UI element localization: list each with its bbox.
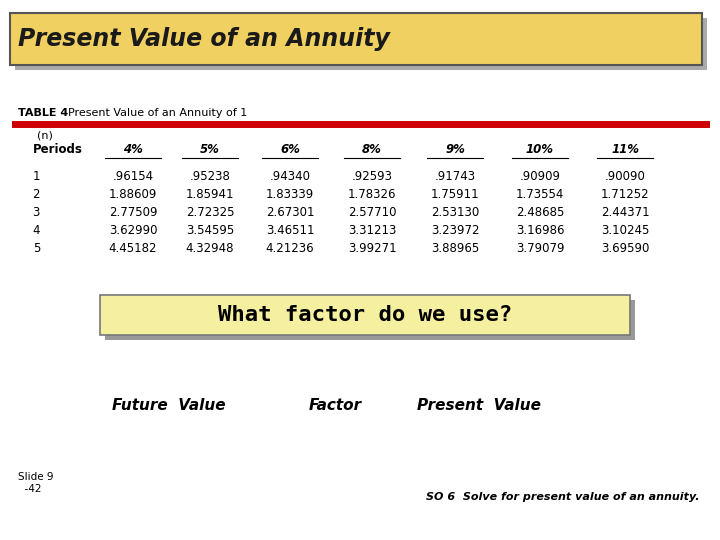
Text: Periods: Periods bbox=[33, 143, 83, 156]
Text: (n): (n) bbox=[37, 131, 53, 141]
Bar bbox=[105, 300, 635, 340]
Text: 3.10245: 3.10245 bbox=[600, 224, 649, 237]
Text: 3.54595: 3.54595 bbox=[186, 224, 234, 237]
Text: 9%: 9% bbox=[445, 143, 465, 156]
Text: 4: 4 bbox=[32, 224, 40, 237]
Text: 3.69590: 3.69590 bbox=[600, 242, 649, 255]
Text: 2: 2 bbox=[32, 188, 40, 201]
Text: 3.62990: 3.62990 bbox=[109, 224, 157, 237]
Text: 1.78326: 1.78326 bbox=[348, 188, 396, 201]
Text: 2.48685: 2.48685 bbox=[516, 206, 564, 219]
Text: 5: 5 bbox=[32, 242, 40, 255]
Text: 8%: 8% bbox=[362, 143, 382, 156]
Text: 3.79079: 3.79079 bbox=[516, 242, 564, 255]
Text: Present  Value: Present Value bbox=[417, 397, 541, 413]
Text: 2.44371: 2.44371 bbox=[600, 206, 649, 219]
Text: 4%: 4% bbox=[123, 143, 143, 156]
Text: 1.71252: 1.71252 bbox=[600, 188, 649, 201]
Text: 4.21236: 4.21236 bbox=[266, 242, 315, 255]
Bar bbox=[100, 295, 630, 335]
Text: 4.32948: 4.32948 bbox=[186, 242, 234, 255]
Text: 6%: 6% bbox=[280, 143, 300, 156]
Text: 3.31213: 3.31213 bbox=[348, 224, 396, 237]
Text: 2.72325: 2.72325 bbox=[186, 206, 234, 219]
Text: Slide 9: Slide 9 bbox=[18, 472, 53, 482]
Text: TABLE 4: TABLE 4 bbox=[18, 108, 68, 118]
Text: 3.99271: 3.99271 bbox=[348, 242, 396, 255]
Text: 4.45182: 4.45182 bbox=[109, 242, 157, 255]
Text: 1.75911: 1.75911 bbox=[431, 188, 480, 201]
Text: 10%: 10% bbox=[526, 143, 554, 156]
Bar bbox=[15, 18, 707, 70]
Text: 1: 1 bbox=[32, 170, 40, 183]
Text: .90090: .90090 bbox=[605, 170, 645, 183]
Text: .91743: .91743 bbox=[434, 170, 476, 183]
Text: .96154: .96154 bbox=[112, 170, 153, 183]
Text: 1.73554: 1.73554 bbox=[516, 188, 564, 201]
Text: 5%: 5% bbox=[200, 143, 220, 156]
Text: 1.85941: 1.85941 bbox=[186, 188, 234, 201]
Text: Present Value of an Annuity of 1: Present Value of an Annuity of 1 bbox=[68, 108, 247, 118]
Text: SO 6  Solve for present value of an annuity.: SO 6 Solve for present value of an annui… bbox=[426, 492, 700, 502]
Text: 2.53130: 2.53130 bbox=[431, 206, 479, 219]
Text: Factor: Factor bbox=[308, 397, 361, 413]
Text: .95238: .95238 bbox=[189, 170, 230, 183]
Text: 2.67301: 2.67301 bbox=[266, 206, 314, 219]
Text: What factor do we use?: What factor do we use? bbox=[218, 305, 512, 325]
Text: 2.77509: 2.77509 bbox=[109, 206, 157, 219]
Text: .94340: .94340 bbox=[269, 170, 310, 183]
Text: .90909: .90909 bbox=[520, 170, 560, 183]
Text: 3.16986: 3.16986 bbox=[516, 224, 564, 237]
Text: 2.57710: 2.57710 bbox=[348, 206, 396, 219]
Text: .92593: .92593 bbox=[351, 170, 392, 183]
Text: Future  Value: Future Value bbox=[112, 397, 226, 413]
Text: 1.83339: 1.83339 bbox=[266, 188, 314, 201]
Text: 1.88609: 1.88609 bbox=[109, 188, 157, 201]
Text: 3.46511: 3.46511 bbox=[266, 224, 314, 237]
Text: Present Value of an Annuity: Present Value of an Annuity bbox=[18, 27, 390, 51]
Text: 3.23972: 3.23972 bbox=[431, 224, 480, 237]
Text: -42: -42 bbox=[18, 484, 42, 494]
Bar bbox=[10, 13, 702, 65]
Text: 3.88965: 3.88965 bbox=[431, 242, 479, 255]
Text: 3: 3 bbox=[32, 206, 40, 219]
Text: 11%: 11% bbox=[611, 143, 639, 156]
